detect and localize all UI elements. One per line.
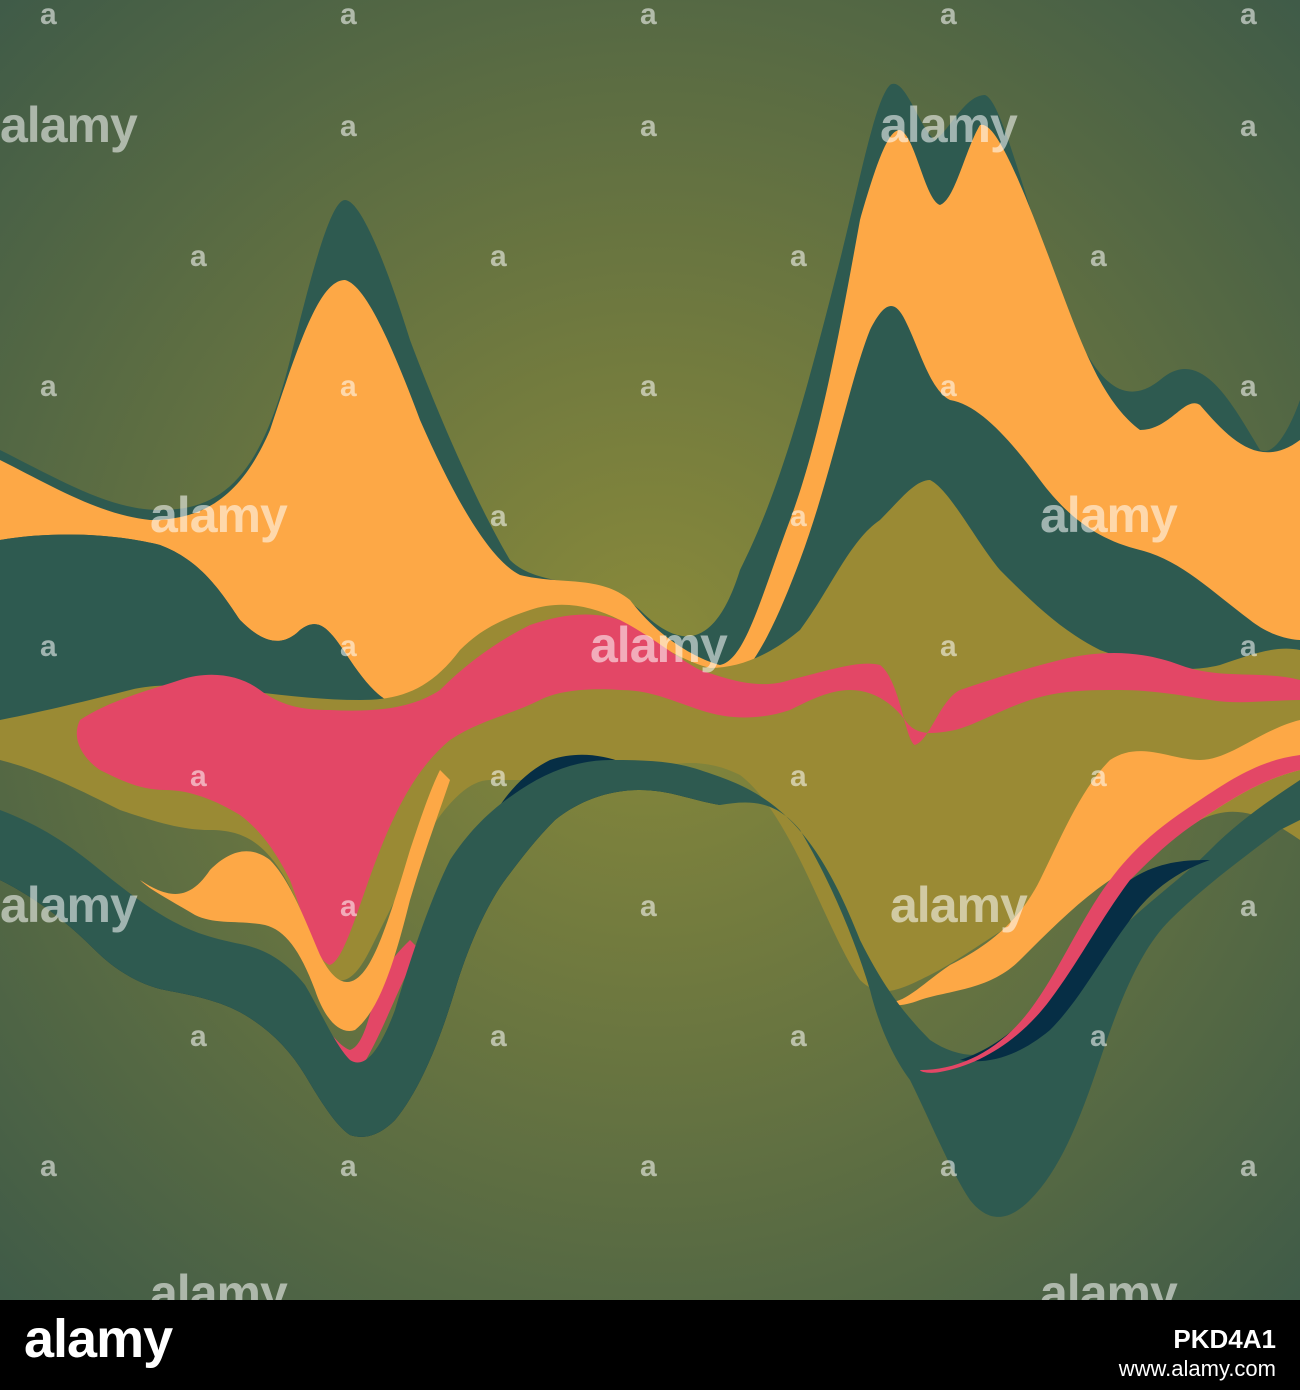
image-id: PKD4A1: [1173, 1324, 1276, 1354]
alamy-logo: alamy: [24, 1309, 173, 1369]
stream-layer-teal-bottom: [0, 760, 1300, 1217]
abstract-streamgraph-artwork: [0, 0, 1300, 1300]
stream-layer-navy-right: [960, 860, 1210, 1062]
stock-footer-bar: alamy PKD4A1 www.alamy.com: [0, 1300, 1300, 1390]
stream-layer-orange-lower-left: [140, 770, 450, 1031]
stream-layer-pink: [76, 614, 1300, 965]
stream-layer-orange-lower-right: [880, 720, 1300, 1006]
site-url: www.alamy.com: [1118, 1356, 1276, 1381]
stream-layer-orange: [0, 124, 1300, 706]
